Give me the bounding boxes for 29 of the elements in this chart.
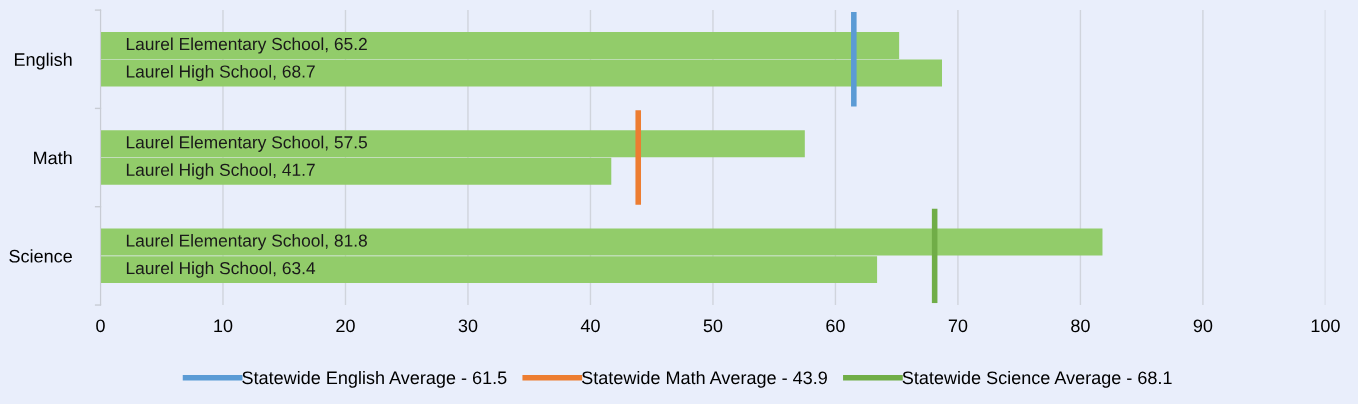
y-tick-label: Science bbox=[9, 249, 72, 263]
text: Laurel Elementary School bbox=[126, 135, 324, 152]
text: Laurel High School bbox=[126, 261, 272, 278]
x-tick-label: 80 bbox=[1071, 319, 1090, 333]
x-tick-label: 20 bbox=[336, 319, 355, 333]
x-tick-label: 50 bbox=[703, 319, 723, 333]
x-tick-label: 90 bbox=[1193, 319, 1213, 333]
legend-label: Statewide Science Average - 68.1 bbox=[902, 370, 1172, 388]
data-label: , 81.8 bbox=[325, 234, 367, 249]
series-label: Laurel High School bbox=[126, 163, 272, 180]
data-label: , 65.2 bbox=[325, 37, 367, 53]
text: Laurel High School bbox=[126, 64, 272, 82]
legend-label: Statewide English Average - 61.5 bbox=[242, 370, 507, 388]
x-tick-label: 0 bbox=[96, 319, 105, 333]
x-tick-label: 10 bbox=[214, 319, 233, 333]
x-tick-label: 40 bbox=[580, 319, 600, 333]
text: Laurel Elementary School bbox=[126, 37, 324, 54]
y-tick-label: Math bbox=[34, 151, 72, 165]
x-tick-label: 60 bbox=[826, 319, 845, 333]
data-label: , 68.7 bbox=[273, 65, 315, 80]
x-tick-label: 30 bbox=[458, 319, 478, 333]
y-tick-label: English bbox=[14, 52, 72, 70]
legend-label: Statewide Math Average - 43.9 bbox=[582, 370, 827, 388]
x-tick-label: 70 bbox=[948, 319, 968, 333]
series-label: Laurel Elementary School bbox=[126, 234, 324, 251]
x-tick-label: 100 bbox=[1311, 319, 1340, 333]
data-label: , 57.5 bbox=[325, 136, 367, 151]
data-label: , 63.4 bbox=[273, 262, 316, 277]
data-label: , 41.7 bbox=[273, 163, 315, 179]
